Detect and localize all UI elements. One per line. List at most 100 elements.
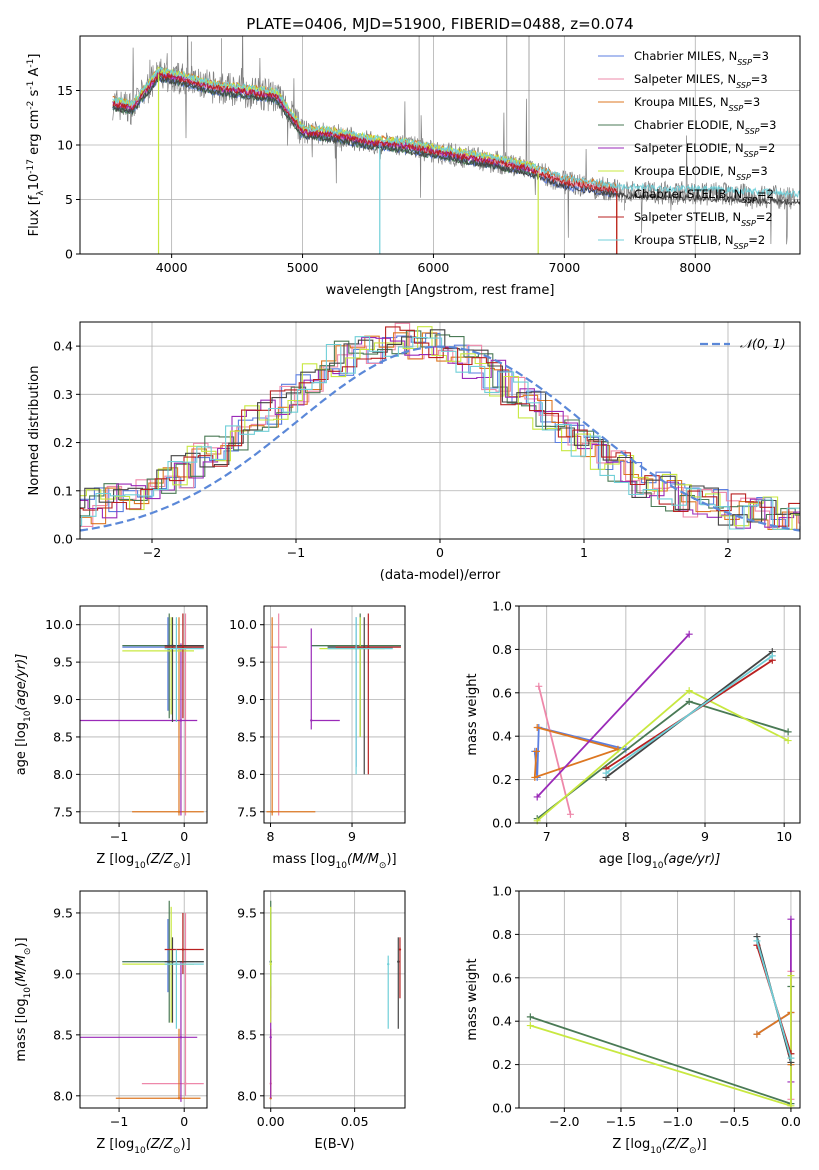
mass_vs_ebv-axes <box>264 891 405 1108</box>
mass_vs_Z-x-label-part: ⊙ <box>173 1146 181 1156</box>
age_vs_Z-y-label-part: (age/yr)] <box>14 654 29 711</box>
weight-marker-kroupa_stelib <box>753 937 761 945</box>
weight-marker-salpeter_miles <box>535 682 543 690</box>
legend-label-salpeter_miles: Salpeter MILES, NSSP=3 <box>634 72 768 90</box>
weight-line-chabrier_elodie <box>530 986 792 1105</box>
y-tick-label: 0.2 <box>492 1057 512 1072</box>
age_vs_Z-x-label-part: Z [log <box>96 852 134 867</box>
y-tick-label: 9.0 <box>53 966 73 981</box>
model-line-kroupa_stelib <box>112 66 800 199</box>
x-tick-label: −1 <box>287 545 305 560</box>
age_vs_Z-x-label-part: 10 <box>134 861 146 871</box>
spectrum-frame: 4000 5000 6000 7000 8000 0 5 10 15 <box>57 35 801 275</box>
age_vs_mass-x-label-part: )] <box>386 852 396 867</box>
model-line-chabrier_stelib <box>112 75 800 206</box>
mass_vs_Z-y-label-part: ⊙ <box>23 948 33 956</box>
point-chabrier_stelib <box>397 960 400 963</box>
y-tick-label: 0.2 <box>53 435 73 450</box>
weight_vs_age-axes <box>519 605 800 825</box>
weight_vs_Z-y-label: mass weight <box>465 958 480 1040</box>
x-tick-label: 0 <box>180 829 188 844</box>
point-salpeter_stelib <box>398 948 402 951</box>
x-tick-label: −0.5 <box>719 1114 749 1129</box>
x-tick-label: 8 <box>267 829 275 844</box>
axes-frame <box>518 605 801 824</box>
point-salpeter_elodie <box>269 1036 272 1039</box>
y-tick-label: 1.0 <box>492 884 512 899</box>
weight_vs_age-x-label-part: (age/yr)] <box>663 852 720 867</box>
x-tick-label: 0 <box>180 1114 188 1129</box>
weight-line-kroupa_elodie <box>530 975 792 1108</box>
age_vs_Z-x-label-part: )] <box>181 852 191 867</box>
point-kroupa_miles <box>177 1097 181 1100</box>
weight_vs_age-x-label-part: 10 <box>652 861 664 871</box>
weight-marker-chabrier_elodie <box>784 728 792 736</box>
mass_vs_Z-y-label-part: )] <box>14 937 29 947</box>
y-tick-label: 0.2 <box>492 772 512 787</box>
x-tick-label: 6000 <box>418 260 450 275</box>
weight-marker-salpeter_elodie <box>685 630 693 638</box>
y-tick-label: 1.0 <box>492 599 512 614</box>
point-salpeter_stelib <box>181 948 185 951</box>
weight-marker-kroupa_miles <box>753 1030 761 1038</box>
x-tick-label: 0 <box>436 545 444 560</box>
point-salpeter_elodie <box>179 719 183 722</box>
mass_vs_ebv-frame: 0.00 0.05 8.0 8.5 9.0 9.5 <box>237 890 406 1129</box>
point-salpeter_stelib <box>181 645 185 649</box>
y-tick-label: 8.5 <box>53 729 73 744</box>
age_vs_Z-axes <box>80 606 207 823</box>
weight-marker-kroupa_elodie <box>784 737 792 745</box>
point-kroupa_stelib <box>387 962 390 966</box>
y-tick-label: 0 <box>65 247 73 262</box>
mass_vs_Z-x-label-part: 10 <box>134 1146 146 1156</box>
residuals-frame: −2 −1 0 1 2 0.0 0.1 0.2 0.3 0.4 <box>53 321 801 560</box>
axes-frame <box>79 605 208 824</box>
y-tick-label: 9.0 <box>237 966 257 981</box>
legend-label-salpeter_stelib: Salpeter STELIB, NSSP=2 <box>634 210 773 228</box>
legend-label-chabrier_elodie: Chabrier ELODIE, NSSP=3 <box>634 118 776 136</box>
y-tick-label: 7.5 <box>53 804 73 819</box>
hist-kroupa_miles <box>80 332 800 530</box>
y-tick-label: 0.8 <box>492 642 512 657</box>
weight-marker-salpeter_elodie <box>787 915 795 923</box>
x-tick-label: −1 <box>110 829 128 844</box>
mass_vs_Z-y-label: mass [log10(M/M⊙)] <box>14 937 33 1061</box>
weight_vs_age-x-label: age [log10(age/yr)] <box>599 852 721 871</box>
weight_vs_Z-frame: −2.0 −1.5 −1.0 −0.5 0.0 0.0 0.2 0.4 0.6 0.8 1.0 <box>492 884 801 1130</box>
x-tick-label: 0.05 <box>341 1114 369 1129</box>
weight_vs_age-y-label: mass weight <box>465 673 480 755</box>
hist-salpeter_miles <box>80 322 800 530</box>
weight-marker-chabrier_elodie <box>685 697 693 705</box>
weight-marker-kroupa_stelib <box>787 1054 795 1062</box>
mass_vs_Z-y-label-part: 10 <box>23 987 33 999</box>
x-tick-label: 8 <box>622 829 630 844</box>
weight-marker-kroupa_elodie <box>787 972 795 980</box>
mass_vs_Z-x-label-part: (Z/Z <box>146 1137 174 1152</box>
y-tick-label: 8.5 <box>237 729 257 744</box>
residuals-y-label: Normed distribution <box>27 366 42 496</box>
x-tick-label: 5000 <box>287 260 319 275</box>
legend-label-salpeter_elodie: Salpeter ELODIE, NSSP=2 <box>634 141 775 159</box>
age_vs_Z-frame: −1 0 7.5 8.0 8.5 9.0 9.5 10.0 <box>45 605 208 844</box>
y-tick-label: 0.4 <box>492 729 512 744</box>
spectrum-y-label-part: Flux [f <box>27 195 42 236</box>
y-tick-label: 9.5 <box>237 655 257 670</box>
gaussian-curve <box>79 345 801 532</box>
model-line-salpeter_elodie <box>112 71 539 175</box>
x-tick-label: −2 <box>143 545 161 560</box>
weight-marker-kroupa_miles <box>531 773 539 781</box>
weight-line-kroupa_stelib <box>605 655 773 774</box>
x-tick-label: 9 <box>348 829 356 844</box>
point-kroupa_miles <box>177 810 181 813</box>
x-tick-label: 7000 <box>548 260 580 275</box>
age_vs_mass-x-label-part: 10 <box>336 861 348 871</box>
y-tick-label: 0.4 <box>492 1014 512 1029</box>
age_vs_Z-y-label-part: age [log <box>14 722 29 775</box>
spectrum-legend: Chabrier MILES, NSSP=3 Salpeter MILES, NS… <box>598 49 776 251</box>
point-kroupa_stelib <box>354 647 358 650</box>
y-tick-label: 8.0 <box>237 767 257 782</box>
weight_vs_Z-x-label-part: Z [log <box>612 1137 650 1152</box>
hist-chabrier_elodie <box>80 330 800 520</box>
axes-frame <box>263 605 406 824</box>
